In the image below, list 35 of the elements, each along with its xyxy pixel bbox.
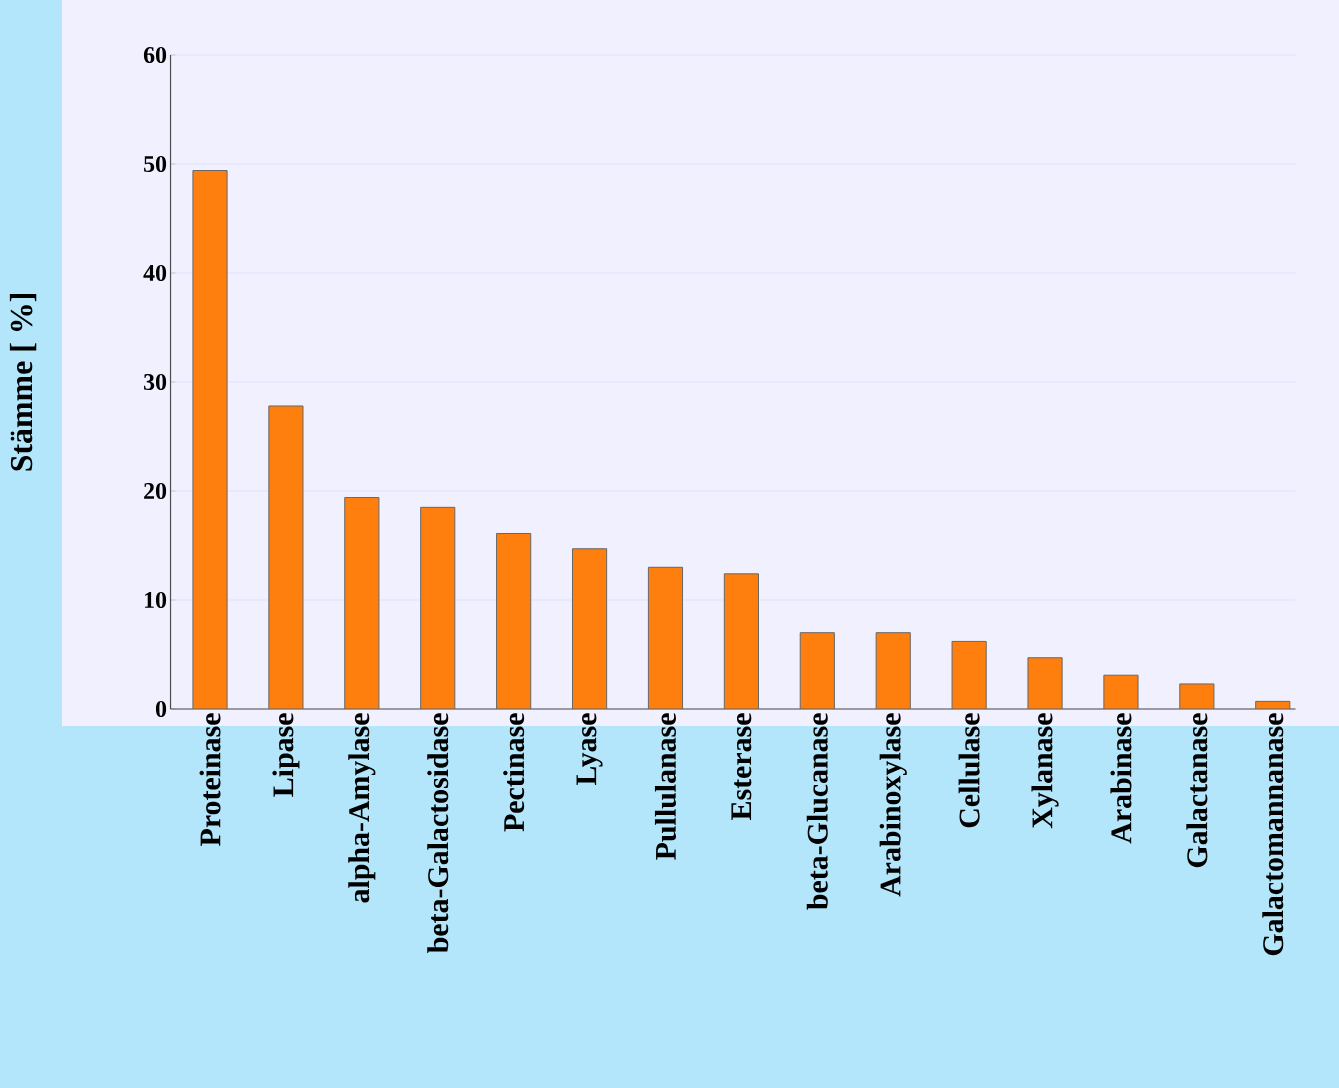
x-tick-label: Lyase (576, 713, 603, 786)
y-tick-label: 10 (145, 591, 167, 609)
y-tick-label: 20 (144, 482, 167, 500)
x-tick-label: alpha-Amylase (348, 713, 376, 903)
bar (647, 566, 684, 709)
x-tick-label: Esterase (731, 713, 752, 820)
bar (344, 497, 380, 709)
bar (723, 573, 759, 709)
bar (268, 405, 304, 709)
x-tick-label: Pectinase (503, 713, 525, 832)
y-tick-label: 0 (155, 700, 167, 718)
bar (875, 632, 911, 709)
x-tick-label: beta-Galactosidase (427, 713, 449, 953)
y-tick-label: 30 (144, 373, 167, 391)
bar (799, 632, 835, 709)
bar (192, 170, 228, 709)
x-tick-label: Arabinase (1110, 713, 1132, 844)
bar (1027, 657, 1063, 709)
x-tick-label: beta-Glucanase (806, 713, 828, 910)
bar (420, 506, 456, 709)
x-tick-label: Arabinoxylase (879, 713, 907, 897)
x-tick-label: Galactomannanase (1262, 713, 1284, 956)
x-tick-label: Proteinase (199, 713, 221, 846)
y-axis-title: Stämme [ %] (9, 294, 37, 471)
x-tick-label: Xylanase (1031, 713, 1059, 829)
bar (571, 548, 608, 709)
x-tick-label: Cellulase (958, 713, 980, 828)
x-tick-label: Pullulanase (654, 713, 677, 860)
bar (951, 640, 987, 709)
y-tick-label: 50 (144, 155, 167, 173)
bar (496, 533, 532, 709)
y-tick-label: 40 (143, 264, 167, 282)
x-tick-label: Galactanase (1186, 713, 1208, 868)
y-tick-label: 60 (143, 46, 167, 64)
x-tick-label: Lipase (272, 713, 300, 797)
